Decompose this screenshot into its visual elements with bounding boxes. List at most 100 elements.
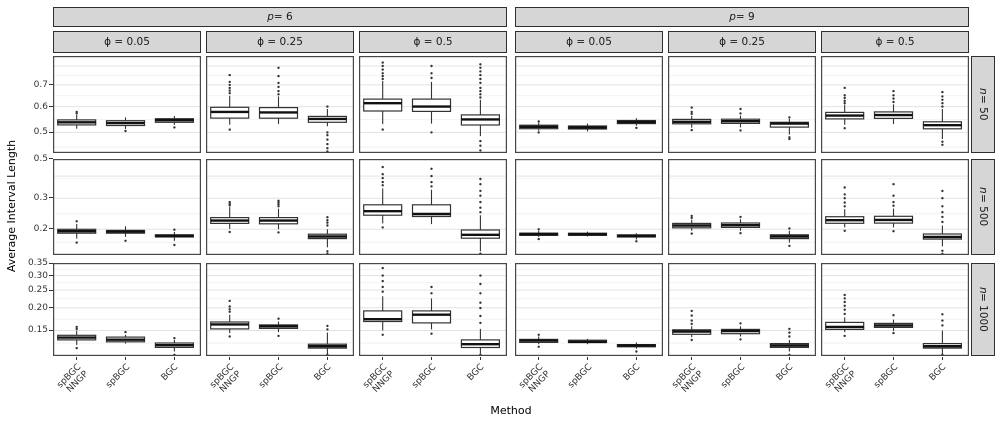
boxplot-BGC xyxy=(616,118,657,130)
boxplot-spBGC-NNGP xyxy=(210,73,250,131)
facet-panel-p9-phi0.25-n1000 xyxy=(668,263,816,356)
boxplot-spBGC xyxy=(105,225,146,242)
boxplot-BGC xyxy=(307,324,348,356)
facet-panel-p9-phi0.05-n50 xyxy=(515,56,663,153)
y-tick-mark xyxy=(49,158,53,159)
boxplot-spBGC-NNGP xyxy=(672,214,712,235)
boxplot-spBGC-NNGP xyxy=(825,86,865,130)
facet-strip-p-2: p = 9 xyxy=(515,7,969,27)
boxplot-spBGC xyxy=(411,64,452,134)
boxplot-spBGC-NNGP xyxy=(519,333,559,348)
x-tick-mark xyxy=(740,356,742,360)
y-tick-label: 0.2 xyxy=(33,223,48,234)
boxplot-BGC xyxy=(769,226,810,247)
x-tick-mark xyxy=(844,356,846,360)
y-tick-mark xyxy=(49,275,53,277)
boxplot-spBGC-NNGP xyxy=(363,61,403,131)
boxplot-spBGC-NNGP xyxy=(210,200,250,233)
boxplot-spBGC xyxy=(258,199,299,234)
facet-strip-p-1: p = 6 xyxy=(53,7,507,27)
boxplot-spBGC xyxy=(258,66,299,125)
boxplot-BGC xyxy=(460,63,501,152)
facet-panel-p6-phi0.05-n50 xyxy=(53,56,201,153)
facet-strip-n-2: n = 500 xyxy=(971,158,995,255)
facet-strip-n-3: n = 1000 xyxy=(971,263,995,356)
boxplot-BGC xyxy=(769,116,810,141)
facet-panel-p9-phi0.5-n50 xyxy=(821,56,969,153)
boxplot-spBGC xyxy=(720,322,761,341)
boxplot-BGC xyxy=(922,313,963,356)
y-tick-label: 0.6 xyxy=(33,101,48,112)
boxplot-spBGC xyxy=(105,330,146,344)
boxplot-BGC xyxy=(460,177,501,255)
x-tick-mark xyxy=(125,356,127,360)
y-tick-label: 0.5 xyxy=(33,127,48,138)
facet-panel-p6-phi0.25-n50 xyxy=(206,56,354,153)
y-tick-label: 0.3 xyxy=(33,192,48,203)
boxplot-spBGC xyxy=(567,338,608,345)
boxplot-spBGC xyxy=(873,182,914,232)
x-tick-mark xyxy=(538,356,540,360)
y-tick-mark xyxy=(49,289,53,291)
x-axis-title: Method xyxy=(490,404,532,417)
boxplot-spBGC-NNGP xyxy=(519,227,559,240)
boxplot-spBGC-NNGP xyxy=(672,309,712,342)
boxplot-spBGC-NNGP xyxy=(825,185,865,232)
facet-panel-p9-phi0.05-n500 xyxy=(515,158,663,255)
y-tick-mark xyxy=(49,197,53,199)
boxplot-spBGC xyxy=(411,285,452,335)
boxplot-spBGC-NNGP xyxy=(210,299,250,338)
boxplot-BGC xyxy=(307,215,348,255)
x-tick-mark xyxy=(587,356,589,360)
facet-panel-p6-phi0.5-n500 xyxy=(359,158,507,255)
boxplot-BGC xyxy=(154,228,195,246)
facet-strip-phi-6: ϕ = 0.5 xyxy=(821,31,969,53)
x-tick-label-spbgc-nngp: spBGC NNGP xyxy=(822,362,858,395)
y-tick-label: 0.30 xyxy=(27,270,48,281)
boxplot-spBGC xyxy=(411,167,452,224)
y-tick-mark xyxy=(49,131,53,133)
x-tick-mark xyxy=(229,356,231,360)
x-tick-label-spbgc-nngp: spBGC NNGP xyxy=(669,362,705,395)
boxplot-spBGC-NNGP xyxy=(519,120,559,134)
boxplot-BGC xyxy=(616,232,657,242)
x-tick-label-spbgc-nngp: spBGC NNGP xyxy=(360,362,396,395)
x-tick-label-spbgc-nngp: spBGC NNGP xyxy=(207,362,243,395)
facet-panel-p9-phi0.5-n500 xyxy=(821,158,969,255)
facet-panel-p9-phi0.5-n1000 xyxy=(821,263,969,356)
y-tick-mark xyxy=(49,106,53,108)
x-tick-mark xyxy=(788,356,790,360)
x-tick-mark xyxy=(173,356,175,360)
y-tick-label: 0.7 xyxy=(33,79,48,90)
x-tick-mark xyxy=(278,356,280,360)
boxplot-spBGC-NNGP xyxy=(57,110,97,129)
x-tick-mark xyxy=(479,356,481,360)
y-tick-mark xyxy=(49,84,53,86)
facet-panel-p6-phi0.25-n500 xyxy=(206,158,354,255)
boxplot-BGC xyxy=(154,337,195,356)
boxplot-spBGC-NNGP xyxy=(363,266,403,336)
facet-panel-p9-phi0.25-n50 xyxy=(668,56,816,153)
x-tick-label-spbgc-nngp: spBGC NNGP xyxy=(516,362,552,395)
facet-strip-phi-2: ϕ = 0.25 xyxy=(206,31,354,53)
boxplot-spBGC xyxy=(258,317,299,338)
boxplot-spBGC xyxy=(873,89,914,125)
y-tick-label: 0.25 xyxy=(27,285,48,296)
boxplot-BGC xyxy=(460,274,501,356)
boxplot-BGC xyxy=(616,342,657,353)
boxplot-spBGC xyxy=(105,117,146,133)
boxplot-spBGC xyxy=(567,123,608,132)
facet-panel-p6-phi0.5-n50 xyxy=(359,56,507,153)
y-tick-label: 0.35 xyxy=(27,258,48,269)
boxplot-BGC xyxy=(769,327,810,356)
x-tick-mark xyxy=(635,356,637,360)
x-tick-mark xyxy=(431,356,433,360)
y-tick-mark xyxy=(49,228,53,230)
boxplot-spBGC xyxy=(720,215,761,234)
facet-panel-p6-phi0.05-n500 xyxy=(53,158,201,255)
boxplot-spBGC xyxy=(567,231,608,236)
facet-panel-p6-phi0.05-n1000 xyxy=(53,263,201,356)
x-tick-mark xyxy=(382,356,384,360)
x-tick-mark xyxy=(326,356,328,360)
